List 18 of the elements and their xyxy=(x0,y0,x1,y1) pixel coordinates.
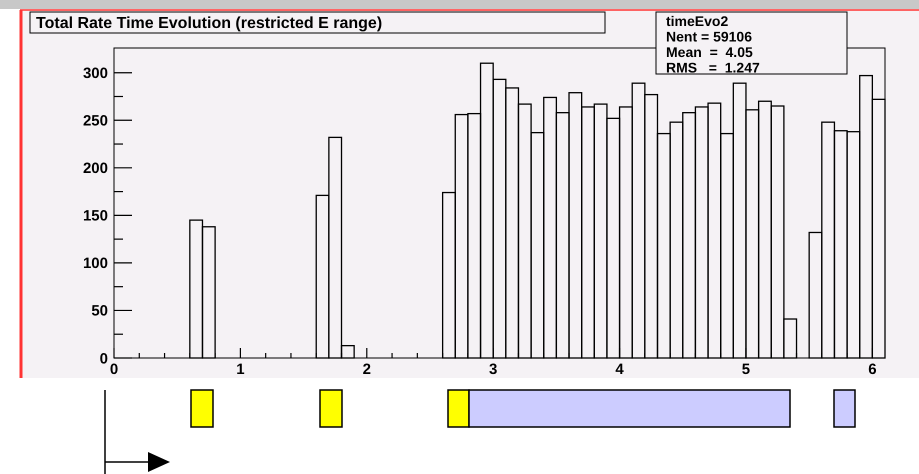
y-tick-label: 50 xyxy=(91,302,108,320)
text: Nent = 59106 xyxy=(666,28,752,44)
annotation: RMS = 1.247 xyxy=(666,60,760,76)
y-tick-label: 300 xyxy=(82,64,108,82)
x-tick-label: 2 xyxy=(362,361,371,378)
chart-title: Total Rate Time Evolution (restricted E range) xyxy=(36,15,382,32)
y-tick-label: 150 xyxy=(82,208,108,225)
x-tick-label: 5 xyxy=(742,361,750,378)
text: timeEvo2 xyxy=(666,13,728,29)
y-tick-label: 200 xyxy=(82,160,108,178)
annotation: Mean = 4.05 xyxy=(666,44,753,60)
y-tick-label: 250 xyxy=(82,112,108,130)
x-tick-label: 1 xyxy=(236,361,245,378)
x-tick-label: 6 xyxy=(868,361,877,378)
x-tick-label: 3 xyxy=(489,361,498,378)
y-tick-label: 100 xyxy=(82,255,108,272)
x-tick-label: 4 xyxy=(615,361,624,378)
x-tick-label: 0 xyxy=(110,361,118,378)
